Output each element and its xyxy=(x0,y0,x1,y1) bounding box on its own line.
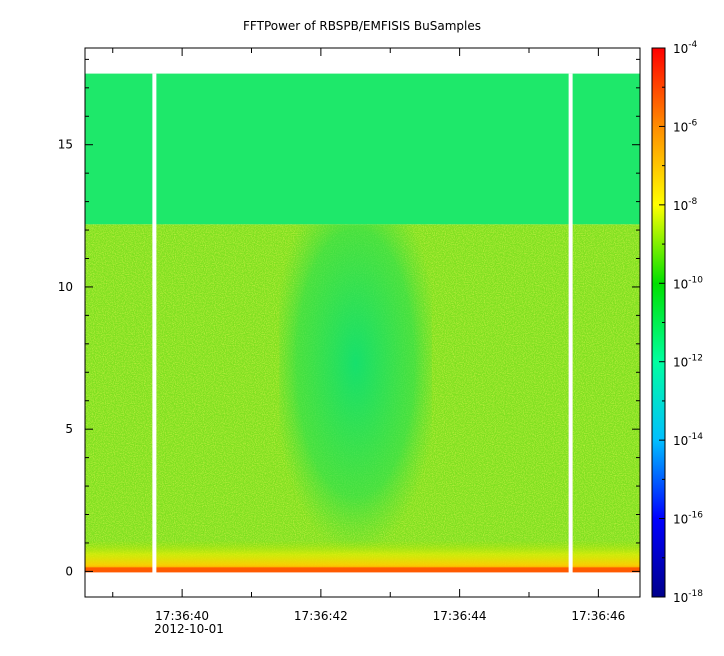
x-tick-label: 17:36:44 xyxy=(433,609,487,623)
colorbar-tick-label: 10-18 xyxy=(673,589,703,605)
colorbar-tick-label: 10-6 xyxy=(673,118,698,134)
spectrum-dc-line xyxy=(85,567,640,573)
x-tick-label: 17:36:40 xyxy=(155,609,209,623)
colorbar-tick-label: 10-10 xyxy=(673,275,703,291)
colorbar-tick-label: 10-4 xyxy=(673,40,698,56)
spectrum-low-frequency-band xyxy=(85,540,640,572)
y-tick-label: 15 xyxy=(58,138,73,152)
colorbar-tick-label: 10-12 xyxy=(673,354,703,370)
colorbar-tick-label: 10-8 xyxy=(673,197,698,213)
plot-frame xyxy=(84,47,641,598)
chart-title: FFTPower of RBSPB/EMFISIS BuSamples xyxy=(243,19,481,33)
y-axis: 0 5 10 15 xyxy=(58,58,640,578)
colorbar-tick-label: 10-16 xyxy=(673,511,703,527)
data-gap xyxy=(568,73,573,574)
x-date-label: 2012-10-01 xyxy=(154,622,224,636)
plot-area xyxy=(85,73,640,574)
x-tick-label: 17:36:46 xyxy=(571,609,625,623)
colorbar: 10-4 10-6 10-8 10-10 10-12 10-14 10-16 10-18 xyxy=(651,40,703,605)
spectrum-quiet-region xyxy=(279,224,432,572)
y-tick-label: 5 xyxy=(65,422,73,436)
y-tick-label: 0 xyxy=(65,564,73,578)
data-gap xyxy=(152,73,157,574)
x-axis: 17:36:40 17:36:42 17:36:44 17:36:46 xyxy=(112,48,625,623)
y-tick-label: 10 xyxy=(58,280,73,294)
colorbar-tick-label: 10-14 xyxy=(673,432,703,448)
spectrum-upper-band xyxy=(85,73,640,225)
x-tick-label: 17:36:42 xyxy=(294,609,348,623)
